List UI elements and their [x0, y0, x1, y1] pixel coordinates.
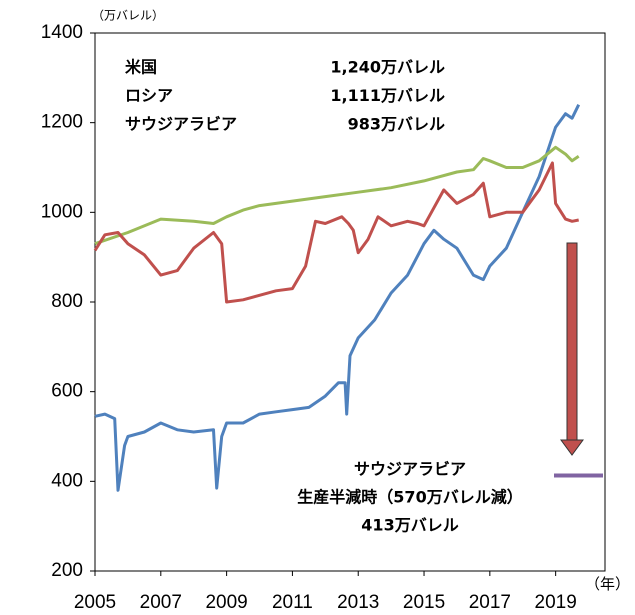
y-tick-label: 1200 [41, 112, 83, 133]
series-line [94, 145, 580, 246]
x-tick-label: 2019 [535, 592, 577, 613]
series-line [94, 104, 581, 492]
arrow [560, 242, 584, 456]
reference-label: サウジアラビア [354, 460, 466, 479]
y-tick-label: 400 [51, 470, 83, 491]
x-tick-label: 2017 [469, 592, 511, 613]
legend-value: 1,240万バレル [330, 58, 445, 77]
x-tick-label: 2009 [205, 592, 247, 613]
x-tick-label: 2007 [140, 592, 182, 613]
y-tick-label: 200 [51, 560, 83, 581]
legend-value: 1,111万バレル [330, 86, 445, 105]
y-axis-label: （万バレル） [92, 9, 164, 23]
legend-label: ロシア [125, 86, 173, 105]
legend-value: 983万バレル [348, 115, 445, 134]
x-axis-label: （年） [585, 576, 630, 593]
x-tick-label: 2015 [403, 592, 445, 613]
reference-label: 413万バレル [361, 516, 458, 535]
x-tick-label: 2005 [74, 592, 116, 613]
y-tick-label: 1400 [41, 22, 83, 43]
series-line [93, 161, 579, 304]
x-tick-label: 2011 [272, 592, 313, 613]
x-tick-label: 2013 [337, 592, 379, 613]
y-tick-label: 800 [51, 291, 83, 312]
legend-label: 米国 [125, 58, 157, 77]
reference-label: 生産半減時（570万バレル減） [297, 488, 522, 507]
y-tick-label: 600 [51, 381, 83, 402]
y-tick-label: 1000 [41, 201, 83, 222]
legend-label: サウジアラビア [125, 115, 237, 134]
